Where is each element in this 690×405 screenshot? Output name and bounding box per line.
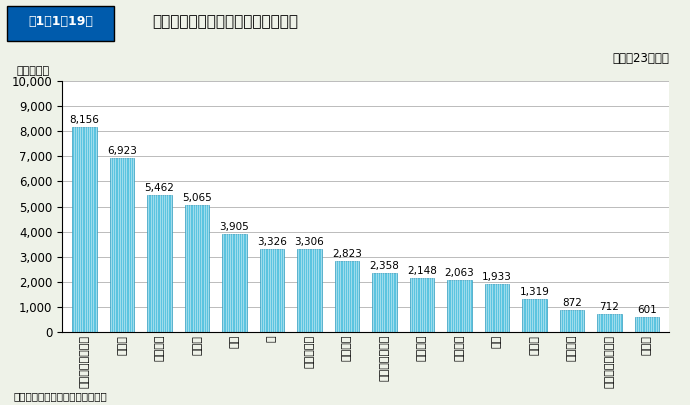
Text: 5,065: 5,065 (182, 193, 212, 203)
Bar (597, 314, 622, 332)
Text: 第1－1－19図: 第1－1－19図 (28, 15, 93, 28)
Text: 1,319: 1,319 (520, 287, 549, 297)
Text: 2,823: 2,823 (332, 249, 362, 259)
Bar (185, 205, 209, 332)
Text: （平成23年中）: （平成23年中） (613, 52, 669, 65)
Bar (110, 158, 135, 332)
Bar (297, 249, 322, 332)
Bar (447, 280, 471, 332)
Text: 2,358: 2,358 (370, 261, 400, 271)
Text: （百万円）: （百万円） (17, 66, 50, 76)
Text: 3,306: 3,306 (295, 237, 324, 247)
Bar (410, 278, 434, 332)
Bar (260, 249, 284, 332)
Text: 2,063: 2,063 (444, 268, 474, 278)
Text: 601: 601 (637, 305, 657, 315)
Bar (148, 195, 172, 332)
Bar (373, 273, 397, 332)
Bar (222, 234, 247, 332)
Text: 3,326: 3,326 (257, 237, 287, 247)
Bar (484, 284, 509, 332)
Text: 2,148: 2,148 (407, 266, 437, 276)
Text: （備考）「火災報告」により作成: （備考）「火災報告」により作成 (14, 391, 108, 401)
Text: 872: 872 (562, 298, 582, 308)
Text: 8,156: 8,156 (70, 115, 99, 125)
Bar (335, 261, 359, 332)
Text: 3,905: 3,905 (219, 222, 249, 232)
Text: 1,933: 1,933 (482, 272, 512, 281)
Text: 712: 712 (600, 302, 619, 312)
Bar (635, 317, 659, 332)
Text: 5,462: 5,462 (145, 183, 175, 193)
Bar (560, 310, 584, 332)
Bar (72, 127, 97, 332)
Text: 主な出火原因別の火災による損害額: 主な出火原因別の火災による損害額 (152, 14, 298, 30)
Bar (522, 299, 546, 332)
Text: 6,923: 6,923 (107, 146, 137, 156)
FancyBboxPatch shape (7, 6, 114, 41)
